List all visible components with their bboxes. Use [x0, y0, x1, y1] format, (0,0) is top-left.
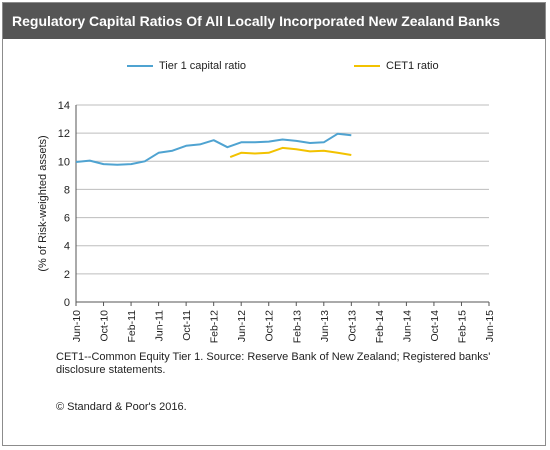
y-tick-label: 8 [64, 184, 70, 196]
x-tick-label: Feb-15 [456, 310, 468, 343]
legend-label-cet1: CET1 ratio [386, 60, 439, 72]
y-tick-label: 10 [58, 156, 70, 168]
y-axis-title: (% of Risk-weighted assets) [37, 135, 49, 271]
legend-label-tier1: Tier 1 capital ratio [159, 60, 247, 72]
chart-panel: Regulatory Capital Ratios Of All Locally… [2, 2, 546, 446]
source-note: CET1--Common Equity Tier 1. Source: Rese… [56, 351, 491, 376]
x-tick-label: Jun-13 [319, 310, 331, 342]
x-tick-label: Oct-10 [99, 310, 111, 342]
y-tick-label: 12 [58, 128, 70, 140]
legend-item-tier1: Tier 1 capital ratio [127, 60, 246, 72]
x-tick-label: Feb-14 [374, 310, 386, 343]
x-tick-label: Feb-13 [291, 310, 303, 343]
legend-swatch-cet1 [354, 65, 380, 68]
x-tick-label: Feb-11 [126, 310, 138, 343]
x-tick-label: Jun-10 [71, 310, 83, 342]
y-tick-label: 2 [64, 269, 70, 281]
x-tick-label: Jun-14 [401, 310, 413, 342]
x-tick-label: Jun-12 [236, 310, 248, 342]
copyright-note: © Standard & Poor's 2016. [56, 401, 187, 413]
legend-item-cet1: CET1 ratio [354, 60, 439, 72]
x-tick-label: Oct-13 [346, 310, 358, 342]
x-tick-label: Feb-12 [209, 310, 221, 343]
x-tick-label: Jun-15 [484, 310, 496, 342]
series-line-cet1 [229, 146, 352, 159]
legend-swatch-tier1 [127, 65, 153, 68]
y-tick-label: 0 [64, 297, 70, 309]
y-tick-label: 14 [58, 100, 70, 112]
series-line-tier1 [75, 132, 352, 166]
y-tick-label: 6 [64, 213, 70, 225]
x-tick-label: Oct-11 [181, 310, 193, 341]
x-tick-label: Oct-14 [429, 310, 441, 342]
x-tick-label: Oct-12 [264, 310, 276, 342]
y-tick-label: 4 [64, 241, 70, 253]
chart-title: Regulatory Capital Ratios Of All Locally… [3, 3, 545, 39]
x-tick-label: Jun-11 [154, 310, 166, 341]
